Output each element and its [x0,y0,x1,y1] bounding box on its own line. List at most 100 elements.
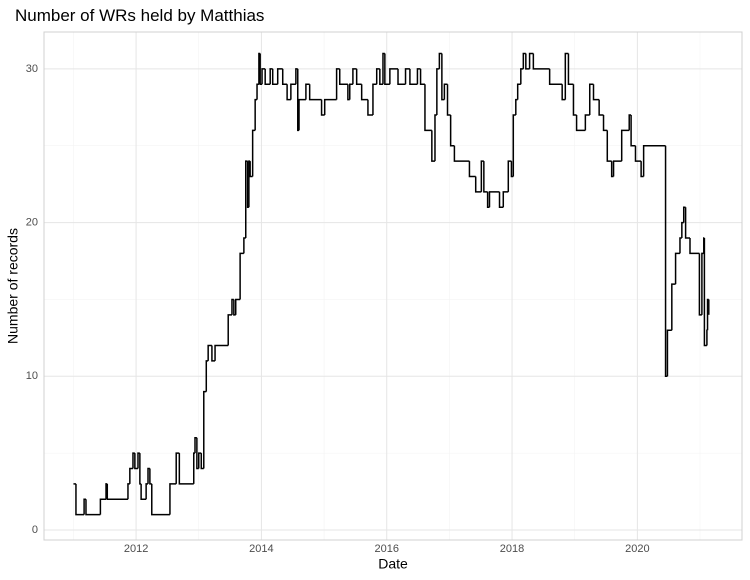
step-segment [666,329,672,377]
step-segment [261,68,266,85]
step-segment [256,83,259,100]
step-segment [105,483,108,500]
step-segment [515,98,518,116]
step-segment [419,68,425,86]
step-segment [286,84,291,101]
step-segment [434,114,437,162]
y-tick-label: 30 [26,63,38,75]
step-segment [151,483,170,516]
step-segment [520,68,524,85]
step-segment [446,84,451,116]
step-segment [106,483,128,501]
step-segment [99,498,107,515]
step-segment [512,114,516,177]
y-tick-label: 10 [26,370,38,382]
step-segment [701,252,704,315]
step-segment [602,115,608,132]
step-segment [441,53,445,101]
step-segment [203,390,207,469]
step-segment [572,84,577,116]
step-segment [372,83,377,116]
step-segment [548,68,563,86]
step-segment [367,99,373,116]
step-segment [689,237,700,255]
step-segment [243,237,246,254]
step-segment [205,360,209,392]
step-segment [347,84,350,101]
step-segment [532,53,550,70]
step-segment [335,68,340,100]
step-segment [227,314,232,346]
step-segment [379,68,383,86]
step-segment [389,68,399,85]
step-segment [620,129,630,162]
step-segment [640,161,644,178]
step-segment [592,84,600,101]
step-segment [127,483,130,500]
step-segment [207,344,212,361]
step-segment [375,68,380,85]
chart-title: Number of WRs held by Matthias [15,6,264,25]
step-segment [352,68,357,85]
x-axis-title: Date [378,556,408,572]
step-segment [249,161,253,178]
x-tick-label: 2018 [500,543,524,555]
step-segment [634,145,642,162]
step-segment [528,52,534,69]
step-segment [684,207,690,239]
step-segment [522,52,526,69]
step-segment [214,344,229,361]
step-segment [200,453,204,470]
step-segment [234,298,241,315]
step-segment [682,206,686,223]
step-segment [474,176,482,193]
step-segment [248,160,251,208]
step-segment [507,160,512,192]
step-segment [438,52,442,69]
step-segment [271,68,278,86]
step-segment [145,483,149,500]
step-segment [424,84,432,132]
step-segment [178,453,194,485]
step-segment [681,221,684,238]
step-segment [575,115,586,132]
step-segment [443,83,448,100]
step-segment [561,84,566,101]
step-segment [175,452,180,484]
step-segment [488,191,500,208]
step-segment [706,298,709,331]
step-segment [516,83,521,100]
step-segment [436,68,440,116]
step-segment [85,499,101,516]
step-segment [147,467,150,484]
step-segment [409,68,418,86]
step-segment [281,68,288,86]
step-segment [269,68,273,85]
step-segment [140,483,147,501]
step-segment [211,345,216,362]
step-segment [251,129,256,177]
step-segment [598,99,604,116]
step-segment [194,437,197,454]
step-segment [193,452,196,484]
step-segment [483,161,488,193]
step-segment [149,468,152,485]
step-segment [416,68,421,85]
y-tick-label: 0 [32,524,38,536]
step-segment [502,191,509,208]
step-segment [698,253,702,316]
step-segment [349,83,353,100]
step-segment [290,83,296,100]
step-segment [384,53,390,86]
step-segment [139,453,142,485]
step-segment [404,68,410,85]
step-segment [134,453,138,470]
y-tick-label: 20 [26,217,38,229]
step-segment [449,115,455,147]
panel-border [43,31,743,541]
step-segment [642,144,666,177]
step-segment [231,298,234,315]
step-segment [298,98,306,131]
step-segment [382,52,385,85]
step-segment [254,98,258,131]
